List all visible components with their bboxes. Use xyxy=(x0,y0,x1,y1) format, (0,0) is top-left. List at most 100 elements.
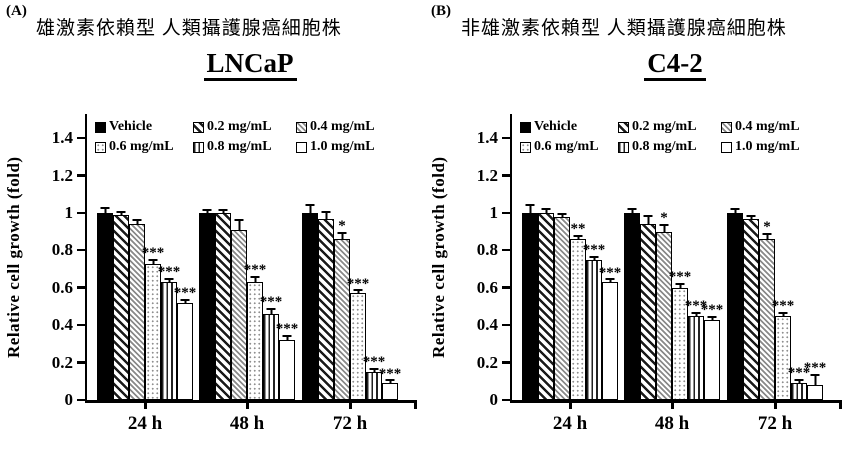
bar-slot-1-0-mg-ml-48-h: *** xyxy=(276,114,298,400)
error-bar xyxy=(164,278,174,283)
legend-label-0-8-mg-ml: 0.8 mg/mL xyxy=(207,139,272,154)
significance-stars: *** xyxy=(275,321,299,338)
bar-slot-0-4-mg-ml-48-h xyxy=(231,114,247,400)
y-tick-0-4 xyxy=(502,323,511,327)
bar-slot-0-8-mg-ml-24-h: *** xyxy=(158,114,180,400)
bar-slot-0-4-mg-ml-24-h xyxy=(129,114,145,400)
legend-marker-1-0-mg-ml-icon xyxy=(296,141,307,153)
bar-vehicle-24-h xyxy=(522,213,538,400)
legend-label-1-0-mg-ml: 1.0 mg/mL xyxy=(735,139,800,154)
bar-slot-0-6-mg-ml-24-h: ** xyxy=(570,114,586,400)
bar-slot-vehicle-24-h xyxy=(97,114,113,400)
bar-0-6-mg-ml-72-h xyxy=(775,315,791,400)
legend-item-0-8-mg-ml: 0.8 mg/mL xyxy=(193,139,296,155)
bar-0-4-mg-ml-72-h xyxy=(759,239,775,400)
x-category-label-48-h: 48 h xyxy=(654,413,690,434)
bar-slot-0-6-mg-ml-72-h: *** xyxy=(772,114,794,400)
bar-0-6-mg-ml-48-h xyxy=(247,282,263,400)
significance-stars: *** xyxy=(582,241,606,258)
y-tick-label-0-2: 0.2 xyxy=(476,352,498,372)
bar-0-2-mg-ml-24-h xyxy=(113,214,129,400)
legend-label-0-2-mg-ml: 0.2 mg/mL xyxy=(632,119,697,134)
legend-marker-1-0-mg-ml-icon xyxy=(721,141,732,153)
legend-label-0-6-mg-ml: 0.6 mg/mL xyxy=(109,139,174,154)
y-tick-label-0-2: 0.2 xyxy=(51,352,73,372)
x-category-label-72-h: 72 h xyxy=(332,413,368,434)
x-axis-end-tick xyxy=(414,400,417,409)
significance-stars: * xyxy=(763,218,771,235)
bar-slot-0-4-mg-ml-72-h: * xyxy=(759,114,775,400)
bar-slot-vehicle-72-h xyxy=(727,114,743,400)
y-tick-label-1-2: 1.2 xyxy=(476,165,498,185)
bar-slot-0-6-mg-ml-48-h: *** xyxy=(669,114,691,400)
x-axis-end-tick xyxy=(839,400,842,409)
bar-0-8-mg-ml-48-h xyxy=(688,315,704,400)
bar-0-6-mg-ml-24-h xyxy=(570,239,586,400)
error-bar xyxy=(707,315,717,320)
x-category-label-72-h: 72 h xyxy=(757,413,793,434)
bar-group-48-h: *** *** *** xyxy=(199,114,298,400)
error-bar xyxy=(573,235,583,240)
error-bar xyxy=(148,258,158,264)
bar-slot-0-6-mg-ml-48-h: *** xyxy=(244,114,266,400)
error-bar xyxy=(385,379,395,384)
panel-a: (A) 雄激素依賴型 人類攝護腺癌細胞株 LNCaP Relative cell… xyxy=(4,3,417,434)
bar-slot-vehicle-48-h xyxy=(624,114,640,400)
y-tick-1-4 xyxy=(77,136,86,140)
y-tick-label-0: 0 xyxy=(489,390,499,409)
y-tick-0 xyxy=(502,398,511,401)
legend-label-vehicle: Vehicle xyxy=(109,119,153,134)
error-bar xyxy=(691,311,701,316)
significance-stars: *** xyxy=(598,265,622,282)
y-tick-label-0-8: 0.8 xyxy=(476,240,498,260)
error-bar xyxy=(250,276,260,283)
bar-vehicle-72-h xyxy=(302,213,318,400)
error-bar xyxy=(675,283,685,288)
y-tick-label-1: 1 xyxy=(489,203,499,222)
error-bar xyxy=(132,219,142,225)
error-bar xyxy=(337,231,347,240)
bar-slot-0-8-mg-ml-72-h: *** xyxy=(363,114,385,400)
significance-stars: *** xyxy=(668,269,692,285)
error-bar xyxy=(234,218,244,230)
error-bar xyxy=(778,311,788,316)
cell-line-title-text: LNCaP xyxy=(203,48,297,81)
y-tick-1 xyxy=(502,211,511,214)
x-tick-48-h xyxy=(246,400,249,409)
bar-1-0-mg-ml-24-h xyxy=(602,282,618,400)
bar-slot-0-8-mg-ml-24-h: *** xyxy=(583,114,605,400)
legend-label-0-6-mg-ml: 0.6 mg/mL xyxy=(534,139,599,154)
y-tick-1-2 xyxy=(77,174,86,177)
bar-slot-0-2-mg-ml-72-h xyxy=(318,114,334,400)
cell-line-title-text: C4-2 xyxy=(644,48,706,81)
legend-marker-vehicle-icon xyxy=(95,121,106,133)
bar-slot-vehicle-24-h xyxy=(522,114,538,400)
legend-label-0-4-mg-ml: 0.4 mg/mL xyxy=(310,119,375,134)
bar-vehicle-48-h xyxy=(199,213,215,400)
significance-stars: * xyxy=(338,217,346,234)
significance-stars: *** xyxy=(378,366,402,383)
legend-marker-0-6-mg-ml-icon xyxy=(95,141,106,153)
bar-0-2-mg-ml-24-h xyxy=(538,213,554,400)
y-tick-0-6 xyxy=(502,286,511,289)
x-category-label-48-h: 48 h xyxy=(229,413,265,434)
significance-stars: *** xyxy=(173,284,197,301)
error-bar xyxy=(218,209,228,213)
y-tick-0-4 xyxy=(77,323,86,327)
bar-1-0-mg-ml-48-h xyxy=(704,319,720,400)
error-bar xyxy=(589,255,599,260)
significance-stars: *** xyxy=(803,359,827,376)
plot-area-b: Vehicle 0.2 mg/mL 0.4 mg/mL 0.6 mg/mL 0.8 mg… xyxy=(477,114,842,434)
bar-1-0-mg-ml-72-h xyxy=(807,385,823,400)
legend-label-0-2-mg-ml: 0.2 mg/mL xyxy=(207,119,272,134)
y-tick-label-1: 1 xyxy=(64,203,74,222)
panel-b: (B) 非雄激素依賴型 人類攝護腺癌細胞株 C4-2 Relative cell… xyxy=(425,0,850,453)
error-bar xyxy=(305,203,315,213)
bar-0-2-mg-ml-72-h xyxy=(318,218,334,400)
error-bar xyxy=(525,203,535,213)
x-tick-24-h xyxy=(144,400,147,409)
bar-0-4-mg-ml-48-h xyxy=(656,231,672,400)
y-tick-0-2 xyxy=(502,361,511,364)
legend-item-0-2-mg-ml: 0.2 mg/mL xyxy=(193,119,296,135)
error-bar xyxy=(605,278,615,283)
